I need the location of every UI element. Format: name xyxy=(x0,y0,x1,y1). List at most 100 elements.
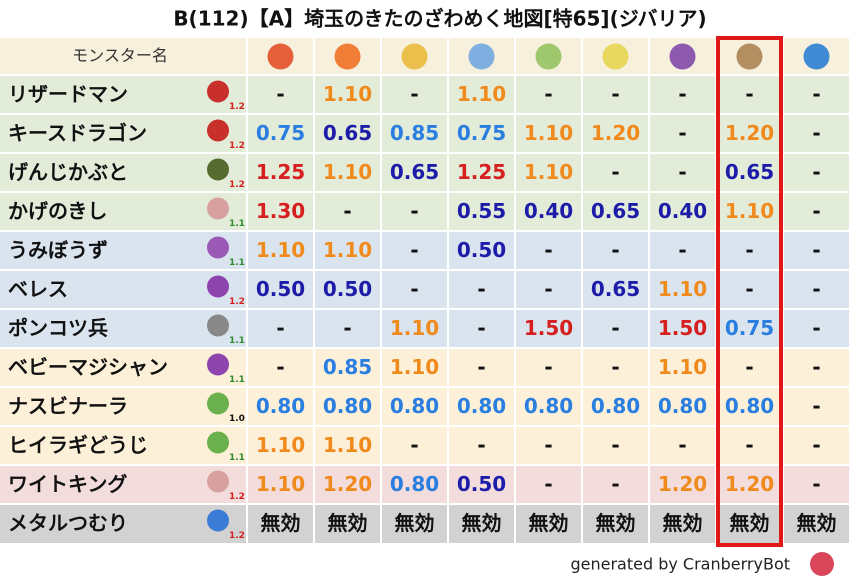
cell-value: - xyxy=(276,316,284,340)
highlight-box xyxy=(716,36,783,547)
cell-value: 0.65 xyxy=(591,277,640,301)
cell-value: 1.10 xyxy=(323,82,372,106)
cell-value: 0.65 xyxy=(390,160,439,184)
cell-value: - xyxy=(812,355,820,379)
cell-value: - xyxy=(812,394,820,418)
monster-icon xyxy=(207,353,229,376)
cell-value: - xyxy=(477,433,485,457)
monster-icon xyxy=(207,392,229,415)
monster-level: 1.2 xyxy=(229,141,245,151)
cell-value: - xyxy=(544,277,552,301)
cell-value: 0.80 xyxy=(390,394,439,418)
cell-value: 無効 xyxy=(596,511,636,535)
row-bg xyxy=(0,387,849,426)
cell-value: 0.40 xyxy=(658,199,707,223)
row-bg xyxy=(0,465,849,504)
cell-value: 0.75 xyxy=(725,316,774,340)
element-icon xyxy=(602,43,629,70)
cell-value: - xyxy=(611,238,619,262)
cell-value: 0.75 xyxy=(457,121,506,145)
row-bg xyxy=(0,153,849,192)
cell-value: 1.10 xyxy=(256,433,305,457)
cell-value: 0.80 xyxy=(457,394,506,418)
footer: generated by CranberryBot xyxy=(570,555,790,574)
cell-value: 無効 xyxy=(328,511,368,535)
header-label: モンスター名 xyxy=(72,46,168,65)
monster-name: うみぼうず xyxy=(8,238,108,262)
cell-value: 1.10 xyxy=(524,121,573,145)
cell-value: 1.10 xyxy=(658,355,707,379)
row-bg xyxy=(0,348,849,387)
cell-value: 1.10 xyxy=(390,355,439,379)
row-bg xyxy=(0,114,849,153)
cell-value: 0.80 xyxy=(323,394,372,418)
cell-value: 1.10 xyxy=(457,82,506,106)
cell-value: 1.10 xyxy=(524,160,573,184)
monster-level: 1.1 xyxy=(229,258,245,268)
cell-value: 1.20 xyxy=(725,472,774,496)
monster-name: リザードマン xyxy=(8,82,128,106)
cell-value: 0.65 xyxy=(591,199,640,223)
monster-level: 1.2 xyxy=(229,492,245,502)
monster-level: 1.1 xyxy=(229,375,245,385)
cell-value: 0.50 xyxy=(323,277,372,301)
cell-value: 0.85 xyxy=(390,121,439,145)
row-bg xyxy=(0,231,849,270)
monster-name: ワイトキング xyxy=(8,472,127,496)
cell-value: 0.80 xyxy=(390,472,439,496)
element-icon xyxy=(401,43,428,70)
cell-value: - xyxy=(812,199,820,223)
monster-icon xyxy=(207,158,229,181)
cell-value: - xyxy=(745,277,753,301)
cell-value: - xyxy=(745,82,753,106)
cell-value: 1.20 xyxy=(658,472,707,496)
cell-value: - xyxy=(812,433,820,457)
element-icon xyxy=(535,43,562,70)
cell-value: - xyxy=(544,355,552,379)
monster-level: 1.2 xyxy=(229,102,245,112)
bot-icon xyxy=(810,552,834,576)
cell-value: - xyxy=(611,472,619,496)
cell-value: 0.50 xyxy=(256,277,305,301)
cell-value: 1.10 xyxy=(323,160,372,184)
row-bg xyxy=(0,75,849,114)
cell-value: - xyxy=(544,472,552,496)
cell-value: - xyxy=(678,121,686,145)
cell-value: 無効 xyxy=(462,511,502,535)
cell-value: - xyxy=(611,433,619,457)
cell-value: - xyxy=(745,355,753,379)
element-icon xyxy=(669,43,696,70)
cell-value: - xyxy=(812,277,820,301)
cell-value: 1.10 xyxy=(390,316,439,340)
cell-value: 0.80 xyxy=(256,394,305,418)
cell-value: - xyxy=(678,82,686,106)
title: B(112)【A】埼玉のきたのざわめく地図[特65](ジバリア) xyxy=(173,7,706,31)
cell-value: - xyxy=(812,82,820,106)
monster-name: ベレス xyxy=(8,277,68,301)
monster-level: 1.0 xyxy=(229,414,245,424)
row-bg xyxy=(0,309,849,348)
cell-value: 0.40 xyxy=(524,199,573,223)
cell-value: 1.10 xyxy=(323,238,372,262)
cell-value: - xyxy=(611,355,619,379)
cell-value: - xyxy=(678,160,686,184)
cell-value: - xyxy=(410,199,418,223)
cell-value: - xyxy=(477,277,485,301)
row-bg xyxy=(0,504,849,543)
cell-value: 無効 xyxy=(730,511,770,535)
monster-icon xyxy=(207,314,229,337)
cell-value: 0.75 xyxy=(256,121,305,145)
cell-value: 1.20 xyxy=(323,472,372,496)
monster-icon xyxy=(207,236,229,259)
cell-value: 0.65 xyxy=(725,160,774,184)
cell-value: 1.10 xyxy=(725,199,774,223)
cell-value: 1.30 xyxy=(256,199,305,223)
cell-value: 無効 xyxy=(797,511,837,535)
cell-value: 1.10 xyxy=(256,472,305,496)
monster-icon xyxy=(207,431,229,454)
cell-value: 0.80 xyxy=(524,394,573,418)
cell-value: - xyxy=(544,82,552,106)
cell-value: 0.65 xyxy=(323,121,372,145)
row-bg xyxy=(0,426,849,465)
